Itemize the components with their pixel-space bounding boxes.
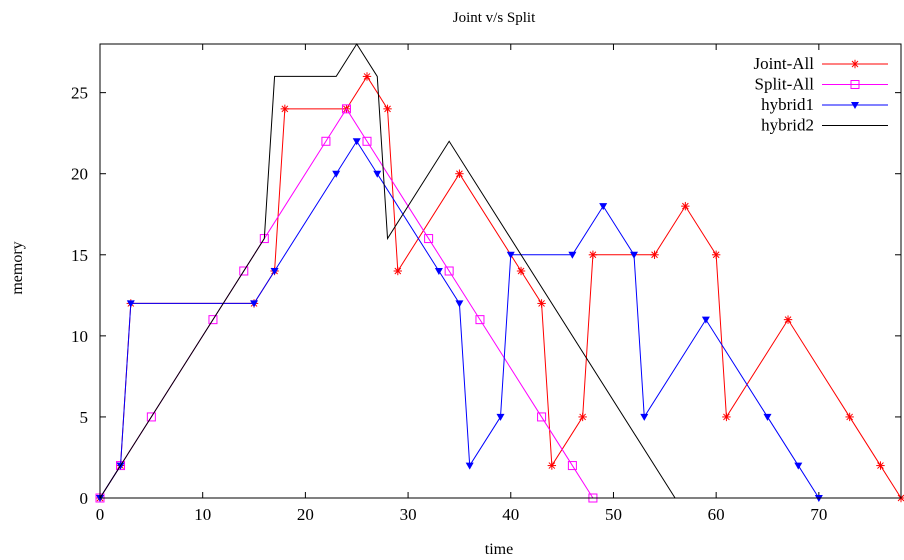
data-point-hybrid1	[270, 268, 279, 275]
data-point-hybrid1	[496, 413, 505, 421]
data-point-joint-all	[588, 250, 598, 259]
data-point-hybrid1	[250, 300, 259, 308]
legend-marker-hybrid1	[851, 102, 859, 109]
legend-marker-split-all	[850, 80, 860, 89]
data-point-joint-all	[547, 461, 557, 470]
legend-entry-joint-all: Joint-All	[754, 54, 888, 73]
x-axis-label: time	[485, 541, 513, 558]
data-point-split-all	[424, 234, 434, 244]
data-point-hybrid1	[640, 413, 649, 421]
data-point-joint-all	[783, 315, 793, 324]
data-point-split-all	[444, 266, 454, 276]
y-tick-label: 10	[71, 327, 88, 346]
y-tick-label: 25	[71, 84, 88, 103]
series-line-hybrid1	[99, 140, 820, 499]
legend-entry-hybrid1: hybrid1	[761, 95, 888, 114]
data-point-split-all	[475, 315, 485, 325]
data-point-joint-all	[711, 250, 721, 259]
data-point-hybrid1	[352, 138, 361, 146]
data-point-joint-all	[393, 266, 403, 276]
y-axis-label: memory	[9, 241, 26, 294]
data-point-split-all	[537, 412, 547, 422]
x-tick-label: 0	[96, 505, 105, 524]
data-point-hybrid1	[568, 251, 577, 259]
series-joint-all	[95, 72, 904, 503]
data-point-hybrid1	[599, 203, 608, 211]
legend-entry-split-all: Split-All	[754, 75, 888, 94]
x-tick-label: 30	[400, 505, 417, 524]
legend-label-split-all: Split-All	[754, 75, 814, 94]
legend-label-hybrid2: hybrid2	[761, 116, 814, 135]
data-point-hybrid1	[465, 462, 474, 470]
series-line-joint-all	[99, 75, 902, 499]
legend-entry-hybrid2: hybrid2	[761, 116, 888, 135]
data-point-joint-all	[537, 299, 546, 308]
data-point-hybrid1	[332, 170, 341, 178]
series-hybrid1	[96, 138, 823, 502]
y-tick-label: 15	[71, 246, 88, 265]
plot-frame	[99, 43, 902, 499]
data-point-joint-all	[516, 266, 526, 276]
data-point-split-all	[239, 266, 249, 276]
data-point-joint-all	[845, 412, 854, 422]
chart-title: Joint v/s Split	[453, 10, 536, 26]
data-point-joint-all	[578, 412, 587, 422]
data-point-joint-all	[362, 72, 372, 81]
data-point-hybrid1	[455, 300, 464, 308]
data-point-hybrid1	[701, 316, 710, 324]
x-tick-label: 60	[708, 505, 725, 524]
axis-ticks: 0 10 20 30 40 50 60 70 0 5 10 15 20 25	[71, 44, 901, 524]
x-tick-label: 50	[605, 505, 622, 524]
data-point-split-all	[146, 412, 156, 422]
data-point-split-all	[362, 136, 372, 146]
data-point-joint-all	[383, 104, 392, 114]
data-point-hybrid1	[506, 251, 515, 259]
x-tick-label: 10	[194, 505, 211, 524]
data-point-hybrid1	[794, 462, 803, 470]
data-series	[95, 43, 904, 503]
data-point-joint-all	[681, 201, 690, 211]
data-point-joint-all	[650, 250, 659, 259]
data-point-joint-all	[280, 104, 290, 114]
data-point-split-all	[208, 315, 218, 325]
legend-label-joint-all: Joint-All	[754, 54, 815, 73]
data-point-split-all	[567, 461, 577, 471]
legend-label-hybrid1: hybrid1	[761, 95, 814, 114]
data-point-hybrid1	[434, 268, 443, 275]
x-tick-label: 40	[502, 505, 519, 524]
data-point-joint-all	[722, 412, 731, 422]
x-tick-label: 70	[810, 505, 827, 524]
y-tick-label: 20	[71, 165, 88, 184]
data-point-hybrid1	[126, 300, 135, 308]
data-point-hybrid1	[763, 413, 772, 421]
y-tick-label: 0	[80, 489, 89, 508]
data-point-hybrid1	[630, 251, 638, 259]
data-point-joint-all	[876, 461, 885, 470]
data-point-split-all	[321, 136, 331, 146]
legend-marker-joint-all	[850, 59, 860, 69]
data-point-hybrid1	[373, 170, 382, 178]
y-tick-label: 5	[80, 408, 89, 427]
data-point-split-all	[341, 104, 351, 114]
data-point-joint-all	[455, 169, 464, 178]
x-tick-label: 20	[297, 505, 314, 524]
